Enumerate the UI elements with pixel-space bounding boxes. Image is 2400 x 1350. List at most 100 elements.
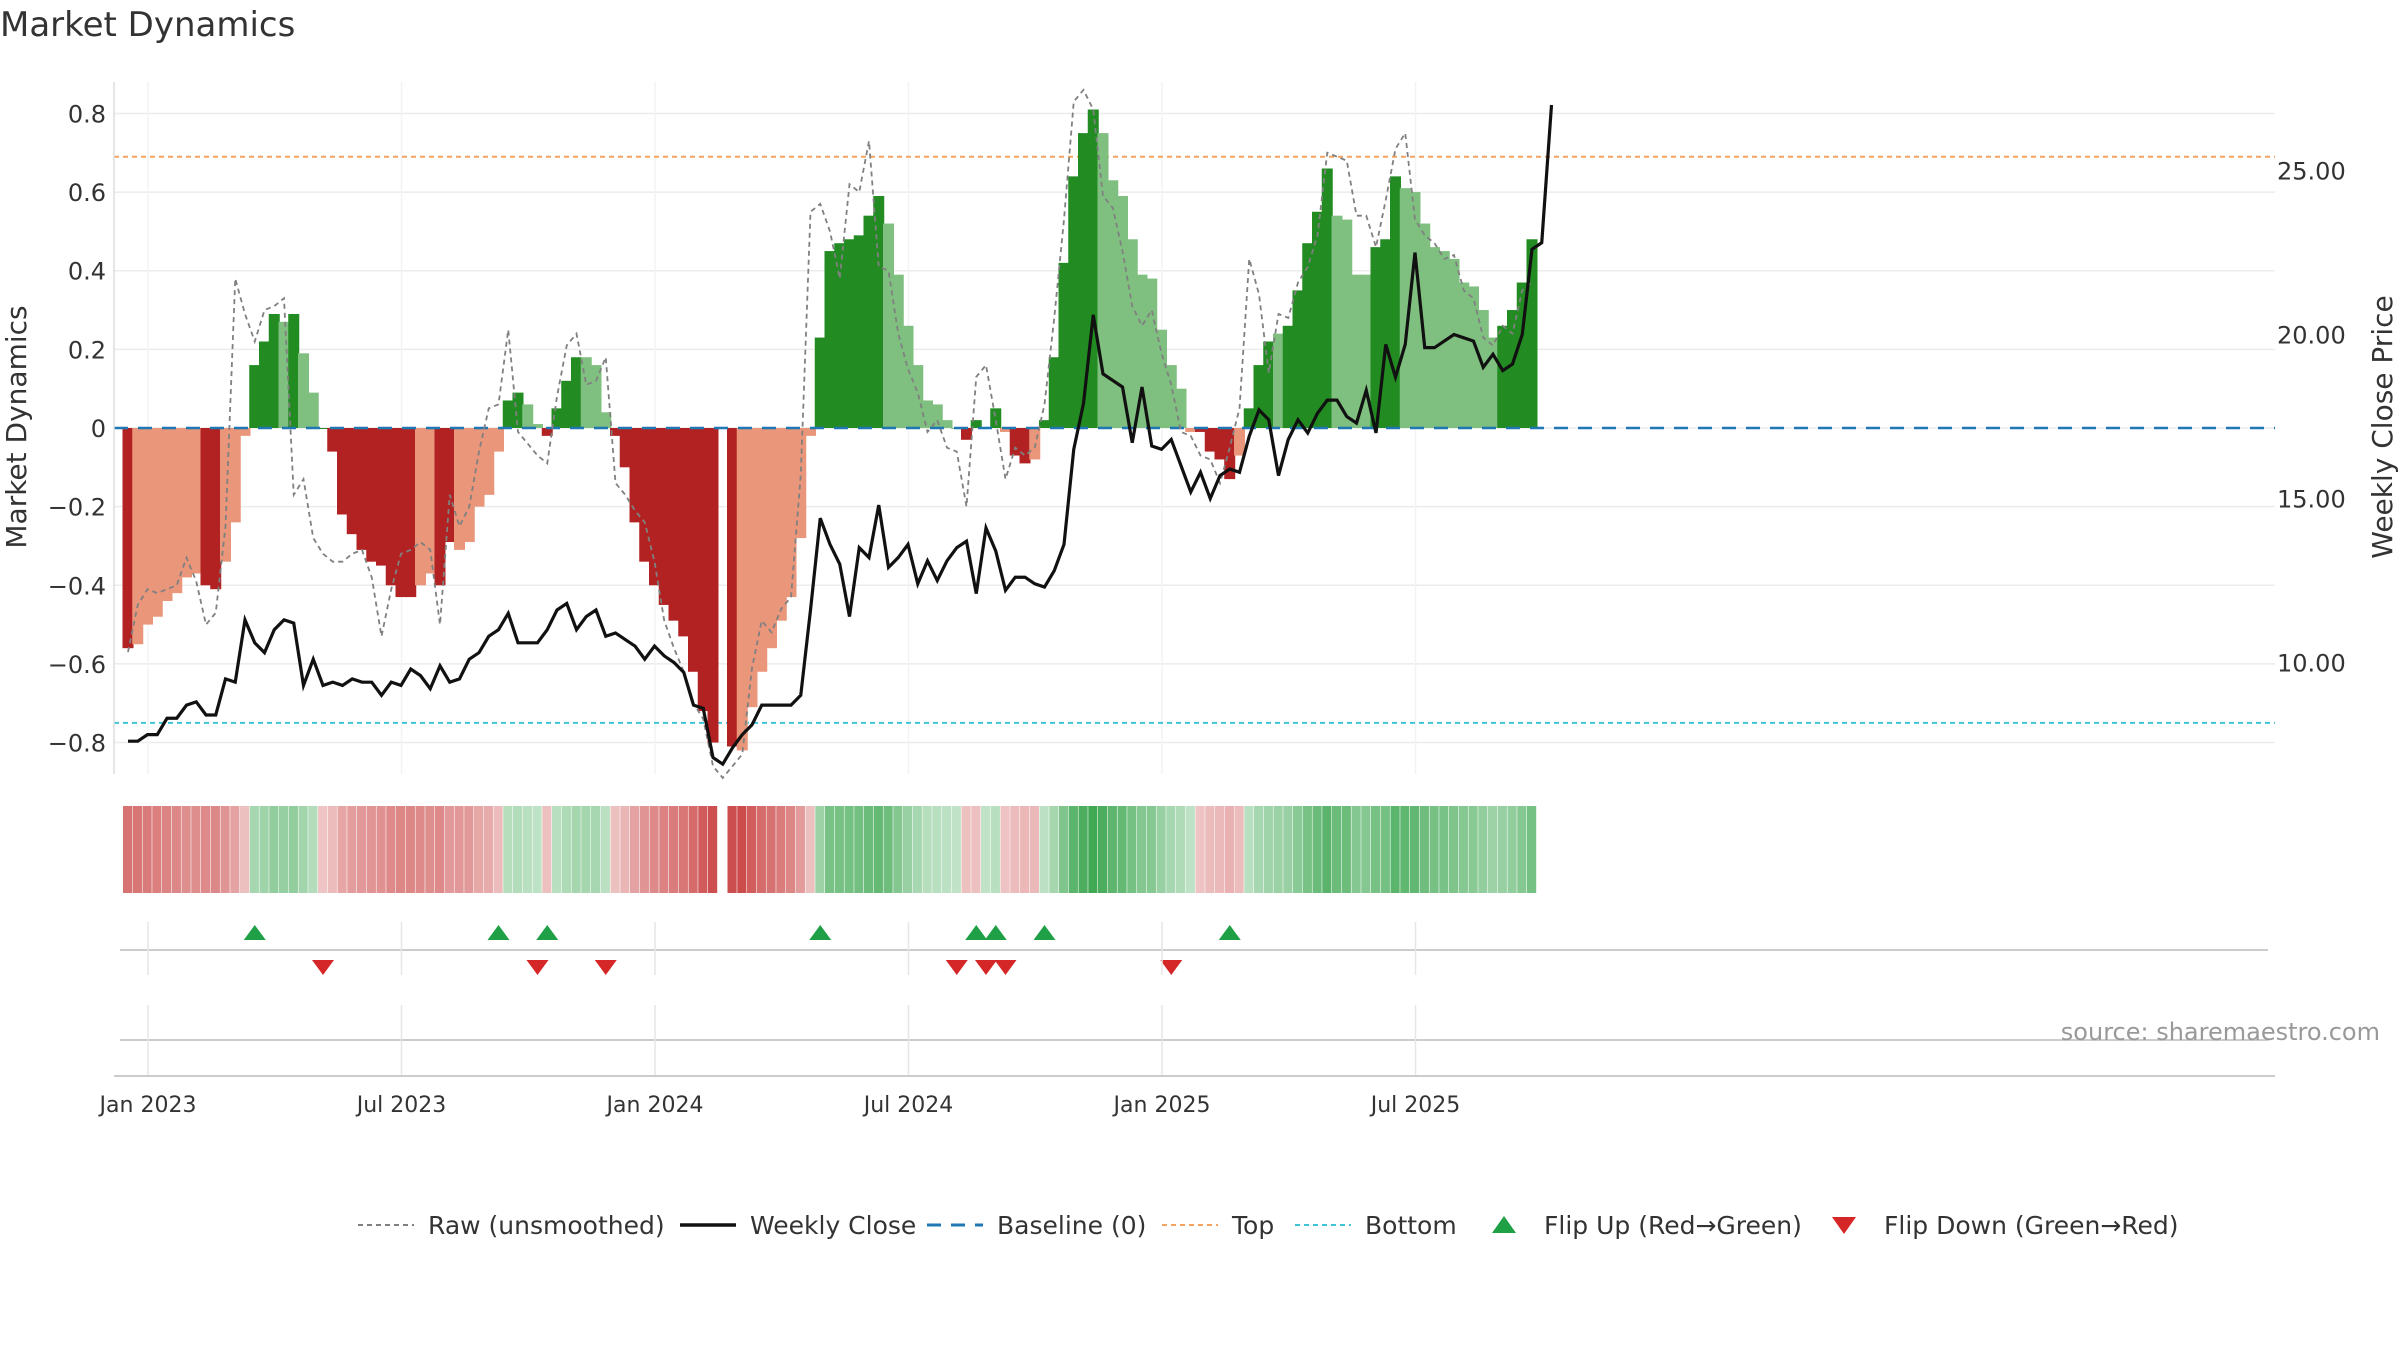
strip-cell [776,806,786,893]
y-tick-label: −0.6 [48,651,106,679]
bar [259,341,270,428]
bar [541,428,553,436]
bar [502,400,514,428]
bar [161,428,173,601]
legend-label: Raw (unsmoothed) [428,1211,665,1240]
bar [405,428,417,598]
bar [151,428,163,617]
strip-cell [795,806,805,893]
bar [883,223,894,428]
flip-down-marker [1160,960,1183,975]
strip-cell [825,806,835,893]
bar [220,428,231,562]
bar [1497,325,1509,428]
x-tick-label: Jul 2023 [355,1093,447,1118]
strip-cell [493,806,503,893]
bar [931,404,943,428]
strip-cell [1458,806,1468,893]
close-line [128,104,1554,767]
flip-down-marker [312,960,334,975]
strip-cell [1439,806,1449,893]
legend-item-close: Weekly Close [680,1211,916,1240]
bar [1117,196,1128,428]
strip-cell [1351,806,1361,893]
flip-down-marker [994,960,1017,975]
strip-cell [1400,806,1410,893]
bar [805,428,816,436]
strip-cell [1449,806,1459,893]
strip-cell [1488,806,1498,893]
strip-cell [1039,806,1049,893]
bar [853,235,865,428]
bar [1526,239,1538,428]
bar [512,392,524,428]
y2-axis-label: Weekly Close Price [2366,295,2399,558]
strip-cell [893,806,903,893]
strip-cell [912,806,922,893]
legend-label: Flip Up (Red→Green) [1544,1211,1802,1240]
strip-cell [1507,806,1517,893]
legend-item-raw: Raw (unsmoothed) [358,1211,665,1240]
strip-cell [844,806,854,893]
bar [1214,428,1226,460]
bar [1136,274,1148,428]
strip-cell [366,806,376,893]
bar [268,313,280,428]
strip-cell [483,806,493,893]
strip-cell [318,806,328,893]
bar [551,408,563,428]
strip-cell [376,806,386,893]
bar [707,428,719,743]
strip-cell [396,806,406,893]
bar [337,428,348,515]
strip-cell [737,806,747,893]
bar [307,392,319,428]
x-tick-label: Jan 2025 [1112,1093,1211,1118]
x-tick-label: Jan 2023 [98,1093,197,1118]
strip-cell [659,806,669,893]
bar [912,365,924,428]
strip-cell [1088,806,1098,893]
strip-cell [747,806,757,893]
bar [775,428,787,621]
bar [1234,428,1245,456]
strip-cell [415,806,425,893]
strip-cell [1078,806,1088,893]
bar [639,428,651,562]
flip-down-marker [975,960,997,975]
strip-cell [951,806,961,893]
flip-up-marker [243,925,266,940]
strip-cell [230,806,240,893]
bar [171,428,183,594]
bar [795,428,807,539]
bar [561,380,573,428]
bar [1370,247,1382,428]
flip-up-marker [1033,925,1056,940]
strip-cell [600,806,610,893]
strip-cell [1312,806,1322,893]
bar [1175,388,1187,428]
bar [941,420,953,428]
strip-cell [1293,806,1303,893]
bar [844,239,855,428]
bar [1078,133,1089,428]
bar [1204,428,1216,452]
bar [385,428,397,586]
strip-cell [561,806,571,893]
bar [1399,188,1411,428]
y2-tick-label: 25.00 [2277,158,2346,186]
strip-cell [932,806,942,893]
strip-cell [1361,806,1371,893]
bar [1058,262,1070,428]
bar [824,251,836,428]
bar [1351,274,1362,428]
bar [239,428,251,436]
strip-cell [444,806,454,893]
y-tick-label: 0.2 [68,336,106,364]
strip-cell [834,806,844,893]
strip-cell [1497,806,1507,893]
strip-cell [903,806,913,893]
bar [590,365,602,428]
strip-cell [191,806,201,893]
flip-down-marker [526,960,549,975]
